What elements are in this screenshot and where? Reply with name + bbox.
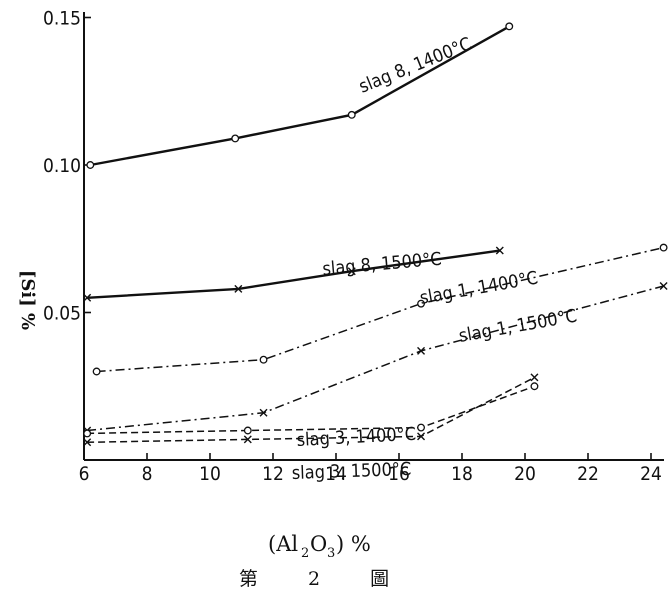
- figure-caption: 第 2 圖: [239, 568, 411, 590]
- data-point: [505, 22, 514, 31]
- y-tick-label: 0.10: [43, 155, 81, 177]
- series: [83, 281, 668, 435]
- data-point: [86, 161, 95, 169]
- data-point: [347, 267, 356, 276]
- data-point: [259, 408, 268, 417]
- svg-text:3: 3: [327, 546, 335, 561]
- data-point: [659, 281, 668, 290]
- series-group: [83, 22, 668, 447]
- data-point: [417, 432, 426, 441]
- data-point: [417, 423, 425, 432]
- data-point: [530, 373, 539, 382]
- x-tick-label: 22: [577, 463, 599, 485]
- x-tick-label: 10: [199, 463, 221, 485]
- series: [86, 22, 514, 169]
- series-line: [87, 385, 535, 435]
- axes: 6 8 10 12 14 16 18 20 22 24 0.05 0.10 0.15: [43, 8, 664, 485]
- x-tick-label: 12: [262, 463, 284, 485]
- series-label: slag 8, 1500°C: [322, 249, 443, 280]
- y-axis-title: [Si] %: [17, 270, 38, 330]
- x-tick-label: 18: [451, 463, 473, 485]
- series-line: [87, 249, 500, 299]
- series-label: slag 3, 1500°C: [291, 459, 411, 484]
- x-tick-label: 24: [640, 463, 662, 485]
- series-label: slag 1, 1400°C: [418, 267, 539, 308]
- x-tick-label: 16: [388, 463, 410, 485]
- data-point: [83, 429, 92, 438]
- series-label: slag 1, 1500°C: [457, 305, 578, 346]
- x-tick-label: 20: [514, 463, 536, 485]
- x-tick-label: 6: [79, 463, 90, 485]
- data-point: [92, 367, 101, 376]
- y-tick-label: 0.15: [43, 8, 81, 30]
- series-line: [90, 25, 510, 167]
- series-line: [87, 376, 535, 444]
- data-point: [83, 438, 92, 447]
- series-line: [96, 246, 664, 373]
- svg-text:2: 2: [301, 546, 309, 561]
- x-tick-label: 8: [142, 463, 153, 485]
- data-point: [530, 382, 539, 391]
- series-line: [87, 285, 664, 432]
- data-point: [259, 355, 268, 364]
- series: [83, 373, 539, 447]
- x-tick-label: 14: [325, 463, 347, 485]
- data-point: [243, 435, 252, 444]
- data-point: [231, 134, 240, 143]
- data-point: [417, 346, 426, 355]
- svg-text:) %: ) %: [336, 532, 371, 556]
- series-label: slag 8, 1400°C: [356, 33, 475, 97]
- series-label: slag 3, 1400°C: [296, 424, 416, 451]
- data-point: [417, 299, 425, 308]
- svg-text:O: O: [310, 532, 327, 556]
- data-point: [234, 284, 243, 293]
- data-point: [495, 246, 504, 255]
- data-point: [83, 293, 92, 302]
- y-tick-label: 0.05: [43, 303, 81, 325]
- data-point: [347, 110, 356, 119]
- data-point: [659, 243, 668, 252]
- data-point: [243, 426, 252, 435]
- series: [83, 382, 539, 438]
- x-axis-title: (Al 2 O 3 ) %: [268, 532, 371, 561]
- series: [92, 243, 668, 376]
- series: [83, 246, 504, 302]
- svg-text:(Al: (Al: [268, 532, 298, 556]
